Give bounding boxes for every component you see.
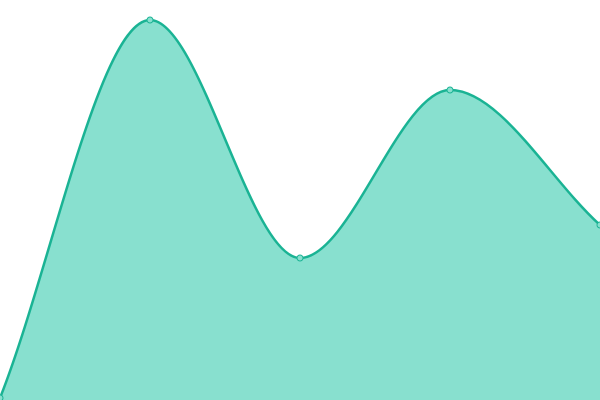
- area-fill: [0, 20, 600, 400]
- data-point: [596, 221, 600, 229]
- data-point: [446, 86, 454, 94]
- data-point: [146, 16, 154, 24]
- data-point: [0, 394, 4, 400]
- area-line: [0, 18, 600, 399]
- data-point: [296, 254, 304, 262]
